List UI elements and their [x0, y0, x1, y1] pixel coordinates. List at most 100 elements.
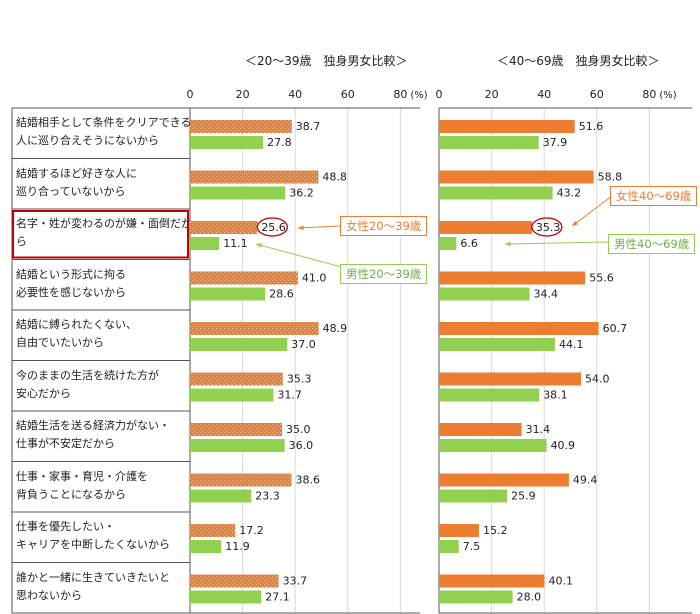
x-tick-label: 20 — [485, 88, 499, 101]
data-label-male: 27.8 — [267, 136, 292, 149]
bar-male — [190, 237, 220, 250]
data-label-female: 48.9 — [323, 322, 348, 335]
category-label: 仕事・家事・育児・介護を 背負うことになるから — [16, 468, 188, 504]
bar-male — [190, 590, 262, 604]
bar-female — [439, 271, 586, 285]
data-label-female: 48.8 — [322, 171, 347, 184]
category-label-line: 結婚生活を送る経済力がない・ — [16, 419, 170, 432]
bar-female — [439, 423, 522, 436]
data-label-female: 55.6 — [589, 272, 614, 285]
chart-title-older: ＜40～69歳 独身男女比較＞ — [497, 54, 660, 68]
data-label-female: 17.2 — [239, 524, 264, 537]
bar-male — [190, 287, 266, 301]
data-label-male: 11.9 — [225, 540, 250, 553]
category-label-line: 今のままの生活を続けた方が — [16, 368, 159, 382]
chart-title-young: ＜20～39歳 独身男女比較＞ — [245, 54, 408, 68]
data-label-male: 6.6 — [460, 237, 478, 250]
category-label-line: 仕事・家事・育児・介護を — [16, 469, 148, 483]
leader-female-40-69 — [571, 195, 613, 227]
data-label-female: 54.0 — [585, 373, 610, 386]
category-label-line: 名字・姓が変わるのが嫌・面倒だか — [16, 217, 192, 230]
bar-male — [190, 388, 274, 402]
data-label-female: 35.3 — [287, 373, 312, 386]
bar-male — [190, 186, 286, 200]
data-label-female: 41.0 — [302, 272, 327, 285]
category-label: 結婚という形式に拘る 必要性を感じないから — [16, 266, 188, 302]
category-label: 結婚生活を送る経済力がない・ 仕事が不安定だから — [16, 417, 188, 453]
bar-male — [439, 540, 459, 553]
category-label-line: 思わないから — [16, 588, 82, 602]
bar-female — [190, 170, 319, 184]
leader-male-20-39-head — [256, 243, 262, 248]
highlight-circle — [531, 217, 563, 237]
x-tick-label: 80 — [642, 88, 656, 101]
bar-male — [439, 237, 457, 250]
data-label-female: 40.1 — [548, 575, 573, 588]
annotation-female-20-39: 女性20～39歳 — [340, 216, 428, 236]
x-tick-label: 40 — [288, 88, 302, 101]
data-label-male: 43.2 — [557, 187, 582, 200]
category-label-line: 結婚という形式に拘る — [16, 267, 126, 281]
category-label: 誰かと一緒に生きていきたいと 思わないから — [16, 569, 188, 605]
data-label-female: 51.6 — [579, 120, 604, 133]
x-tick-label: 40 — [537, 88, 551, 101]
category-label-line: 仕事が不安定だから — [16, 437, 115, 450]
category-label: 結婚に縛られたくない、 自由でいたいから — [16, 316, 188, 352]
category-label-line: 結婚するほど好きな人に — [16, 166, 137, 180]
bar-female — [190, 423, 283, 436]
bar-male — [439, 338, 555, 351]
bar-female — [190, 574, 279, 588]
data-label-female: 38.6 — [296, 474, 321, 487]
bar-male — [439, 136, 539, 149]
data-label-female: 33.7 — [283, 575, 308, 588]
bar-male — [190, 439, 285, 452]
x-tick-label: 60 — [590, 88, 604, 101]
category-label-line: 背負うことになるから — [16, 487, 126, 501]
bar-female — [190, 221, 258, 234]
category-label-line: 結婚に縛られたくない、 — [16, 318, 137, 331]
data-label-male: 44.1 — [559, 338, 584, 351]
data-label-male: 7.5 — [463, 540, 481, 553]
data-label-female: 25.6 — [261, 221, 286, 234]
bar-female — [190, 524, 236, 537]
bar-male — [190, 136, 264, 149]
bar-female — [190, 372, 283, 386]
data-label-female: 58.8 — [598, 171, 623, 184]
data-label-male: 36.0 — [289, 439, 314, 452]
data-label-female: 49.4 — [573, 474, 598, 487]
category-label-line: 誰かと一緒に生きていきたいと — [16, 570, 170, 584]
bar-female — [439, 473, 569, 487]
category-label-line: 自由でいたいから — [16, 336, 104, 349]
x-tick-label: 20 — [236, 88, 250, 101]
category-label-line: 巡り合っていないから — [16, 184, 126, 198]
bar-male — [439, 439, 547, 452]
bar-male — [190, 540, 222, 553]
annotation-male-20-39: 男性20～39歳 — [340, 264, 428, 284]
category-label: 名字・姓が変わるのが嫌・面倒だから — [16, 215, 192, 251]
x-unit-label: (%) — [659, 90, 676, 101]
x-tick-label: 0 — [436, 88, 443, 101]
category-label-line: 仕事を優先したい・ — [16, 520, 115, 533]
category-label-line: 安心だから — [16, 386, 71, 400]
data-label-male: 23.3 — [255, 490, 279, 503]
data-label-male: 25.9 — [511, 490, 536, 503]
x-tick-label: 60 — [341, 88, 355, 101]
data-label-female: 35.3 — [536, 221, 561, 234]
category-label-line: 必要性を感じないから — [16, 285, 126, 299]
data-label-male: 40.9 — [551, 439, 576, 452]
highlight-circle — [256, 217, 288, 237]
data-label-male: 37.0 — [291, 338, 316, 351]
leader-female-20-39-head — [298, 225, 304, 231]
data-label-female: 38.7 — [296, 120, 321, 133]
leader-male-20-39 — [255, 243, 346, 269]
bar-female — [439, 120, 575, 133]
data-label-male: 28.6 — [269, 288, 294, 301]
data-label-male: 37.9 — [543, 136, 568, 149]
data-label-female: 35.0 — [286, 423, 311, 436]
bar-male — [439, 388, 540, 402]
bar-female — [190, 271, 298, 285]
bar-female — [439, 221, 532, 234]
bar-male — [439, 489, 508, 503]
leader-female-40-69-head — [572, 220, 578, 226]
